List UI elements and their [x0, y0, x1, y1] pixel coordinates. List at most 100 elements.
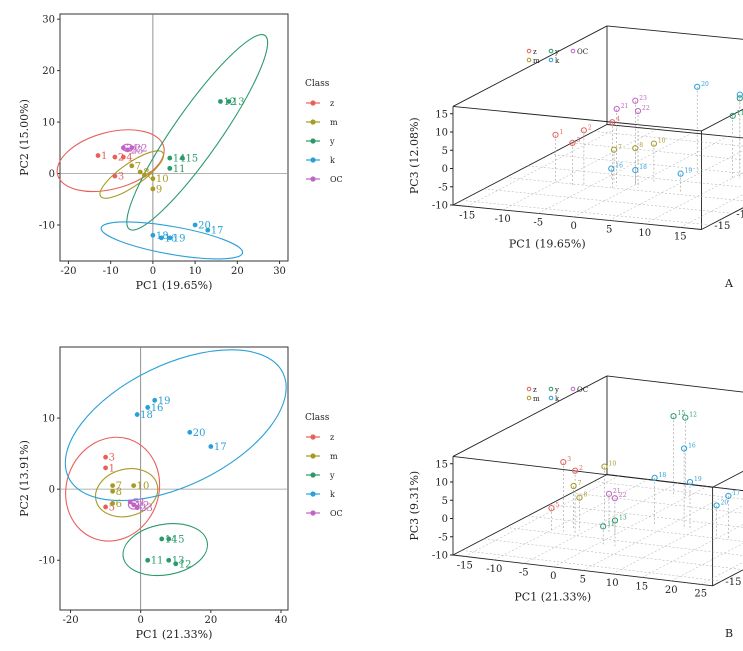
floor-grid: [505, 177, 743, 202]
point-m-10: [650, 140, 658, 147]
point-label: 20: [721, 499, 729, 506]
point-label: 19: [158, 396, 171, 407]
ellipse-m: [99, 150, 165, 199]
panel-label-b: B: [725, 627, 734, 640]
floor-grid: [582, 489, 737, 571]
floor-grid: [538, 132, 693, 214]
point-label: 13: [619, 514, 627, 521]
x-tick-label: -10: [486, 564, 502, 575]
legend-marker-z: [526, 48, 532, 54]
legend-label-k: k: [330, 490, 335, 499]
point-label: 19: [173, 233, 186, 244]
x-axis-label: PC1 (21.33%): [514, 590, 591, 603]
point-oc-23: [632, 97, 639, 104]
x-tick-label: 30: [273, 266, 286, 277]
point-label: 8: [639, 142, 643, 149]
legend-label-z: z: [330, 99, 334, 108]
z-tick-label: 0: [442, 164, 448, 175]
z-tick-label: -10: [432, 201, 448, 212]
point-oc-21: [605, 490, 613, 497]
chart-a-2d: -20 -10 0 10 20 30 -10 0 10 20 30 PC1 (19.65%) PC2 (…: [18, 13, 343, 292]
floor-grid: [502, 129, 657, 211]
point-z-4: [609, 119, 616, 126]
point-y-14: [167, 155, 173, 161]
point-k-16: [681, 445, 688, 452]
x-tick-label: 20: [665, 585, 678, 596]
point-m-9: [150, 186, 156, 192]
z-axis-label: PC3 (12.08%): [408, 117, 421, 194]
point-label: 21: [133, 497, 146, 508]
point-label: 2: [118, 153, 124, 164]
x-tick-label: 10: [606, 578, 619, 589]
floor-grid: [680, 194, 743, 228]
x-tick-label: -15: [457, 560, 473, 571]
legend-marker-k: [548, 57, 554, 63]
floor-grid: [641, 524, 743, 578]
ellipse-z: [56, 129, 165, 193]
ellipse-y: [122, 523, 209, 577]
point-k-18: [651, 474, 658, 481]
floor-grid: [553, 486, 708, 568]
box-edge: [452, 204, 702, 230]
point-label: 18: [659, 472, 667, 479]
z-tick-label: -5: [438, 532, 448, 543]
point-y-15: [180, 155, 185, 161]
point-label: 21: [613, 488, 621, 495]
point-y-11: [145, 557, 151, 563]
point-label: 11: [607, 520, 615, 527]
chart-a-3d: -15-10-5051015-15-10-5051015-10-5051015P…: [408, 25, 743, 250]
floor-grid: [571, 142, 743, 161]
legend-label-k: k: [555, 395, 560, 403]
legend-label-y: y: [329, 471, 335, 480]
floor-grid: [494, 479, 649, 561]
point-label: 22: [137, 500, 150, 511]
point-k-17: [205, 227, 211, 233]
point-label: 12: [689, 412, 697, 419]
panel-label-a: A: [725, 277, 733, 290]
point-label: 7: [135, 161, 141, 172]
point-k-16: [145, 405, 151, 410]
y-tick-label: 10: [42, 118, 55, 129]
point-z-2: [572, 467, 579, 474]
point-label: 3: [567, 456, 571, 463]
z-tick-label: 5: [442, 496, 448, 507]
z-tick-label: 15: [435, 109, 448, 120]
y-tick-label: 0: [49, 169, 55, 180]
point-oc-23: [125, 147, 130, 153]
x-tick-label: 0: [150, 266, 156, 277]
point-label: 2: [579, 465, 583, 472]
legend-label-y: y: [554, 386, 559, 394]
point-label: 9: [156, 184, 162, 195]
floor-grid: [461, 550, 722, 582]
plot-frame: [59, 13, 289, 262]
z-tick-label: 0: [442, 514, 448, 525]
y-tick-label: 20: [42, 66, 55, 77]
point-k-19: [677, 170, 684, 177]
point-label: 16: [151, 403, 164, 414]
point-z-1: [552, 131, 559, 138]
y-axis-label: PC2 (15.00%): [18, 99, 31, 176]
point-oc-22: [634, 107, 642, 115]
x-axis-label: PC1 (19.65%): [509, 237, 586, 250]
legend-label-m: m: [330, 118, 338, 127]
point-m-8: [110, 488, 116, 494]
point-label: 5: [109, 502, 115, 513]
point-label: 8: [143, 167, 149, 178]
point-label: 23: [131, 145, 144, 156]
point-k-20: [187, 429, 193, 435]
legend-label-m: m: [330, 452, 338, 461]
point-m-7: [129, 163, 135, 169]
point-oc-21: [120, 145, 126, 151]
point-label: 3: [118, 172, 124, 183]
floor-grid: [549, 504, 743, 528]
point-label: 17: [732, 490, 740, 497]
point-label: 10: [156, 174, 169, 185]
legend-label-oc: OC: [577, 48, 588, 56]
point-k-20: [192, 222, 198, 228]
floor-grid: [609, 150, 743, 221]
point-k-18: [632, 167, 639, 174]
point-oc-22: [611, 495, 619, 502]
legend-label-y: y: [554, 48, 559, 56]
legend-label-k: k: [555, 57, 560, 65]
point-z-5: [548, 505, 555, 512]
